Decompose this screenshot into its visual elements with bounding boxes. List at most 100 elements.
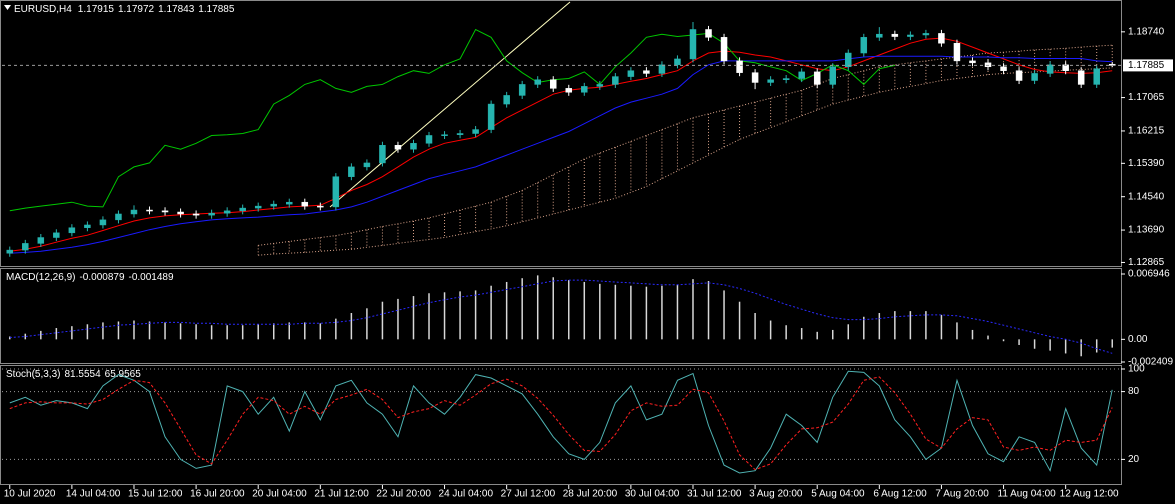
y-tick-label: 100 [1128,364,1145,375]
candle-body [860,37,868,54]
candle-body [549,79,557,89]
candle-body [456,133,464,135]
cloud-span-a [258,44,1113,246]
candle-body [1015,70,1023,81]
symbol: EURUSD,H4 [14,4,72,15]
candle-body [130,209,138,215]
indicator-line [9,28,895,212]
candle-body [565,88,573,93]
y-tick-label: 80 [1128,386,1140,397]
candle-body [534,79,541,85]
candle-body [736,60,743,73]
candle-body [192,213,200,216]
candle-body [596,84,604,87]
candle-body [472,129,479,134]
candle-body [425,135,433,144]
candle-body [767,79,774,83]
candle-body [1077,70,1085,85]
candle-body [674,58,681,66]
stoch-signal-value: 65.9565 [105,369,142,380]
y-tick-label: 1.16215 [1128,126,1165,137]
x-tick-label: 28 Jul 20:00 [563,489,618,500]
y-tick-label: 20 [1128,454,1140,465]
candle-body [845,52,852,68]
x-tick-label: 24 Jul 04:00 [439,489,494,500]
stoch-header: Stoch(5,3,3) 81.5554 65.9565 [6,369,141,380]
candle-body [53,232,60,238]
x-tick-label: 27 Jul 12:00 [501,489,556,500]
candle-body [317,205,324,208]
macd-panel-frame [0,268,1122,364]
candle-body [22,243,29,251]
low-value: 1.17843 [158,4,195,15]
symbol-icon [4,5,11,10]
candle-body [1093,68,1100,85]
candle-body [751,72,759,83]
candle-body [1031,73,1038,81]
candle-body [953,42,961,62]
candle-body [270,203,277,207]
high-value: 1.17972 [118,4,155,15]
candle-body [907,34,914,37]
candle-body [581,86,588,93]
candle-body [798,71,805,79]
y-tick-label: 1.13690 [1128,225,1165,236]
candle-body [518,84,526,96]
candle-body [441,134,448,136]
candle-body [68,227,76,234]
candle-body [876,33,883,38]
candle-body [37,237,45,244]
candle-body [348,166,355,177]
x-tick-label: 21 Jul 12:00 [314,489,369,500]
candle-body [301,201,309,207]
macd-title: MACD(12,26,9) [6,272,75,283]
candle-body [643,70,650,74]
candle-body [146,209,153,212]
candle-body [223,210,231,214]
candle-body [487,103,495,130]
candle-body [239,207,246,212]
y-tick-label: 1.14540 [1128,191,1165,202]
close-value: 1.17885 [198,4,235,15]
candle-body [115,213,122,221]
macd-signal-line [9,279,1113,354]
stoch-main-line [9,370,1113,474]
x-tick-label: 6 Aug 12:00 [873,489,927,500]
x-tick-label: 22 Jul 20:00 [376,489,431,500]
main-panel-frame [0,0,1122,267]
open-value: 1.17915 [78,4,115,15]
candle-body [720,37,728,62]
current-price-label: 1.17885 [1128,60,1165,71]
stoch-signal-line [9,376,1113,471]
macd-signal-value: -0.001489 [129,272,174,283]
candle-body [627,70,635,77]
y-tick-label: 0.00 [1128,334,1148,345]
y-tick-label: 1.17065 [1128,92,1165,103]
plot-layer: 1.18740 1.17065 1.16215 1.15390 1.14540 1.136… [2,22,1173,500]
candle-body [84,224,91,228]
candle-body [612,76,619,85]
candle-body [332,176,340,208]
candle-body [689,29,697,60]
candle-body [177,211,184,215]
candle-body [379,145,386,164]
indicator-line [9,55,1113,254]
candle-body [891,33,899,37]
candle-body [782,78,790,80]
candle-body [394,145,402,150]
candle-body [208,212,215,216]
stoch-main-value: 81.5554 [64,369,101,380]
x-tick-label: 14 Jul 04:00 [66,489,121,500]
candle-body [984,62,992,68]
macd-header: MACD(12,26,9) -0.000879 -0.001489 [6,272,174,283]
y-tick-label: 1.12865 [1128,257,1165,268]
candle-body [286,201,293,205]
candle-body [922,33,930,36]
stoch-title: Stoch(5,3,3) [6,369,60,380]
candle-body [1000,66,1007,71]
candle-body [410,143,417,150]
candle-body [658,64,666,74]
candle-body [829,66,836,85]
